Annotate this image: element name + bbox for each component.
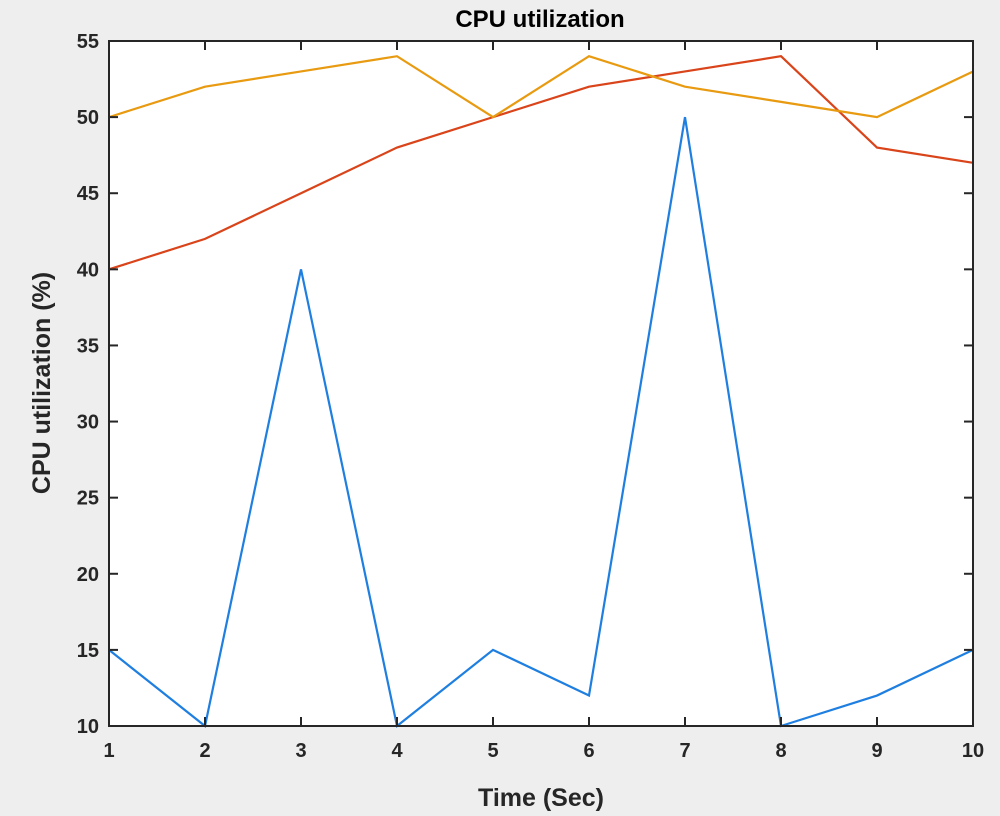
x-axis-label: Time (Sec) (478, 784, 604, 812)
x-tick-label: 5 (487, 740, 498, 762)
y-tick-label: 40 (77, 259, 99, 281)
y-tick-label: 50 (77, 107, 99, 129)
x-tick-label: 8 (775, 740, 786, 762)
x-axis: 1 2 3 4 5 6 7 8 9 10 (103, 41, 984, 762)
y-tick-label: 10 (77, 716, 99, 738)
y-axis-label: CPU utilization (%) (28, 272, 56, 494)
x-tick-label: 4 (391, 740, 403, 762)
x-tick-label: 1 (103, 740, 114, 762)
x-tick-label: 10 (962, 740, 984, 762)
x-tick-label: 9 (871, 740, 882, 762)
series-line-2 (108, 55, 974, 271)
y-tick-label: 55 (77, 31, 99, 53)
chart-title: CPU utilization (455, 6, 624, 33)
x-tick-label: 2 (199, 740, 210, 762)
x-tick-label: 6 (583, 740, 594, 762)
y-tick-label: 30 (77, 412, 99, 434)
plot-area (109, 41, 973, 726)
series-line-1 (108, 116, 974, 728)
plot-frame (108, 40, 974, 727)
series-layer (108, 55, 974, 728)
series-line-3 (108, 55, 974, 119)
y-tick-label: 25 (77, 488, 99, 510)
x-tick-label: 7 (679, 740, 690, 762)
y-tick-label: 35 (77, 335, 99, 357)
y-tick-label: 45 (77, 183, 99, 205)
x-tick-label: 3 (295, 740, 306, 762)
y-axis: 10 15 20 25 30 35 40 45 50 55 (77, 31, 973, 738)
y-tick-label: 15 (77, 640, 99, 662)
y-tick-label: 20 (77, 564, 99, 586)
